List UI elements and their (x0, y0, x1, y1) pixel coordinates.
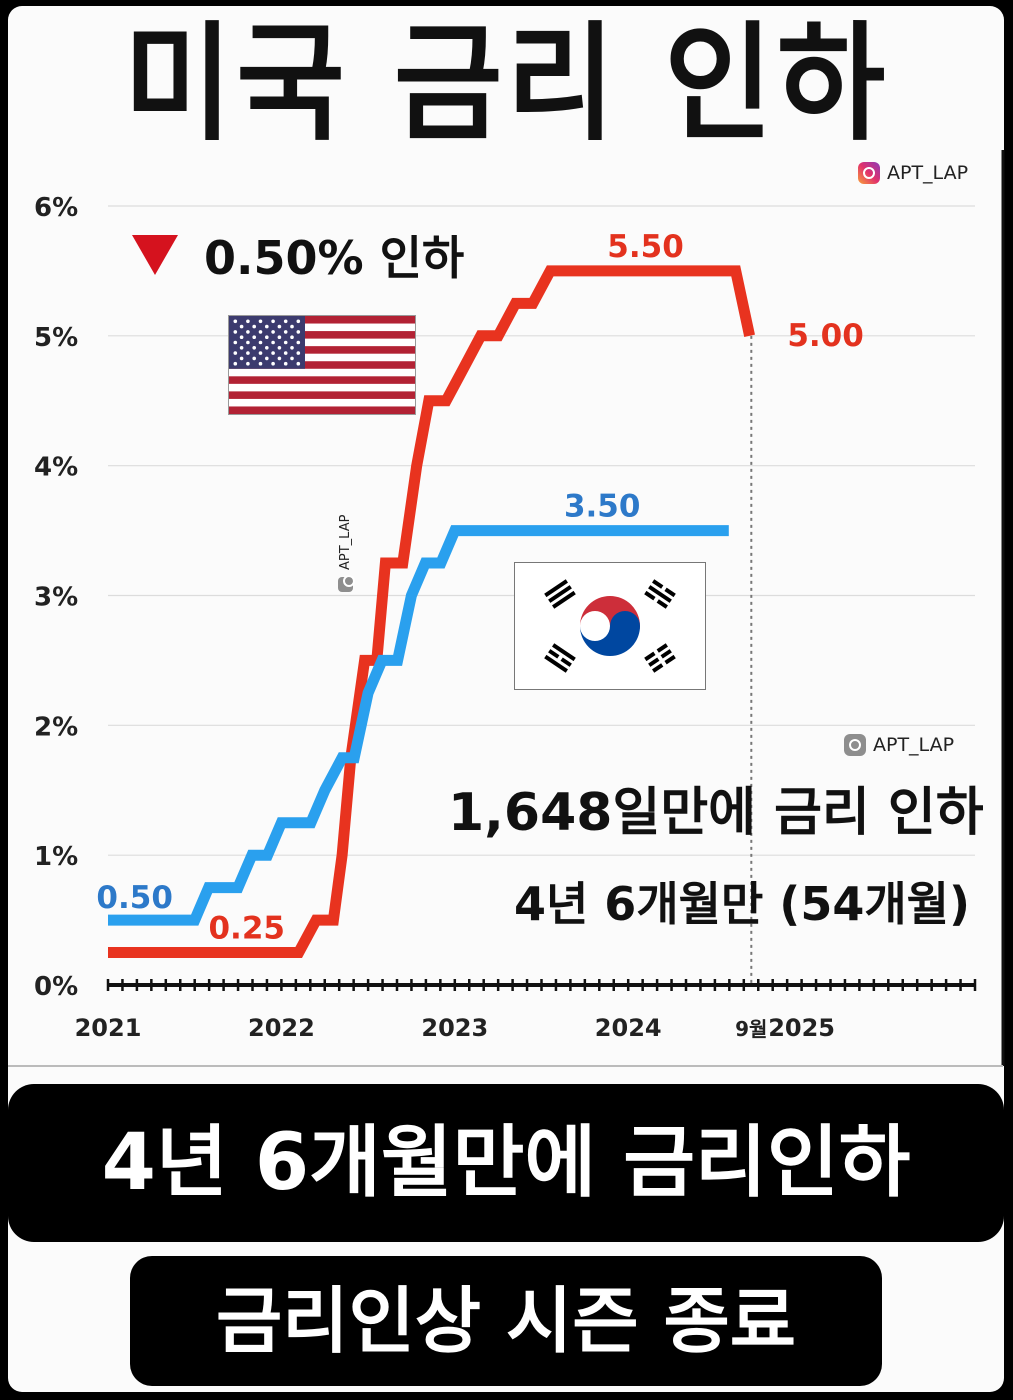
instagram-icon (338, 577, 353, 592)
data-label: 3.50 (564, 489, 641, 525)
page-title: 미국 금리 인하 (123, 8, 890, 158)
red-down-triangle-icon (132, 235, 178, 275)
y-tick-label: 1% (34, 842, 78, 872)
data-label: 5.00 (787, 318, 864, 354)
annotation-days: 1,648일만에 금리 인하 (448, 783, 984, 843)
watermark-text: APT_LAP (338, 514, 353, 570)
y-tick-label: 0% (34, 972, 78, 1002)
watermark-mid: APT_LAP (844, 734, 954, 756)
y-tick-label: 4% (34, 453, 78, 483)
bottom-banner: 4년 6개월만에 금리인하 (8, 1084, 1004, 1242)
x-tick-label: 2021 (75, 1014, 142, 1042)
y-tick-label: 3% (34, 583, 78, 613)
data-label: 0.50 (96, 880, 173, 916)
data-label: 0.25 (208, 911, 285, 947)
us-flag-icon (228, 315, 416, 415)
cut-label: 0.50% 인하 (204, 231, 465, 285)
x-tick-label: 9월 (735, 1017, 767, 1041)
y-tick-label: 5% (34, 323, 78, 353)
y-tick-label: 6% (34, 193, 78, 223)
x-tick-label: 2023 (421, 1014, 488, 1042)
watermark-text: APT_LAP (873, 734, 955, 756)
instagram-icon (844, 734, 866, 756)
y-tick-label: 2% (34, 712, 78, 742)
chart-svg: 0% 1% 2% 3% 4% 5% 6% 2021 2022 2023 2024 9월 2025 0.25… (8, 150, 1005, 1067)
watermark-top: APT_LAP (858, 162, 968, 184)
x-tick-label: 2022 (248, 1014, 315, 1042)
data-label: 5.50 (607, 229, 684, 265)
x-tick-label: 2024 (595, 1014, 662, 1042)
watermark-rotated: APT_LAP (338, 515, 353, 592)
cut-indicator: 0.50% 인하 (132, 222, 464, 288)
watermark-text: APT_LAP (887, 162, 969, 184)
series-line-us (108, 265, 755, 958)
instagram-icon (858, 162, 880, 184)
series-line-korea (108, 525, 729, 926)
annotation-months: 4년 6개월만 (54개월) (513, 877, 970, 931)
bottom-subbanner: 금리인상 시즌 종료 (130, 1256, 882, 1386)
chart: 0% 1% 2% 3% 4% 5% 6% 2021 2022 2023 2024 9월 2025 0.25… (8, 150, 1005, 1067)
x-tick-label: 2025 (768, 1014, 835, 1042)
korea-flag-icon (514, 562, 706, 690)
